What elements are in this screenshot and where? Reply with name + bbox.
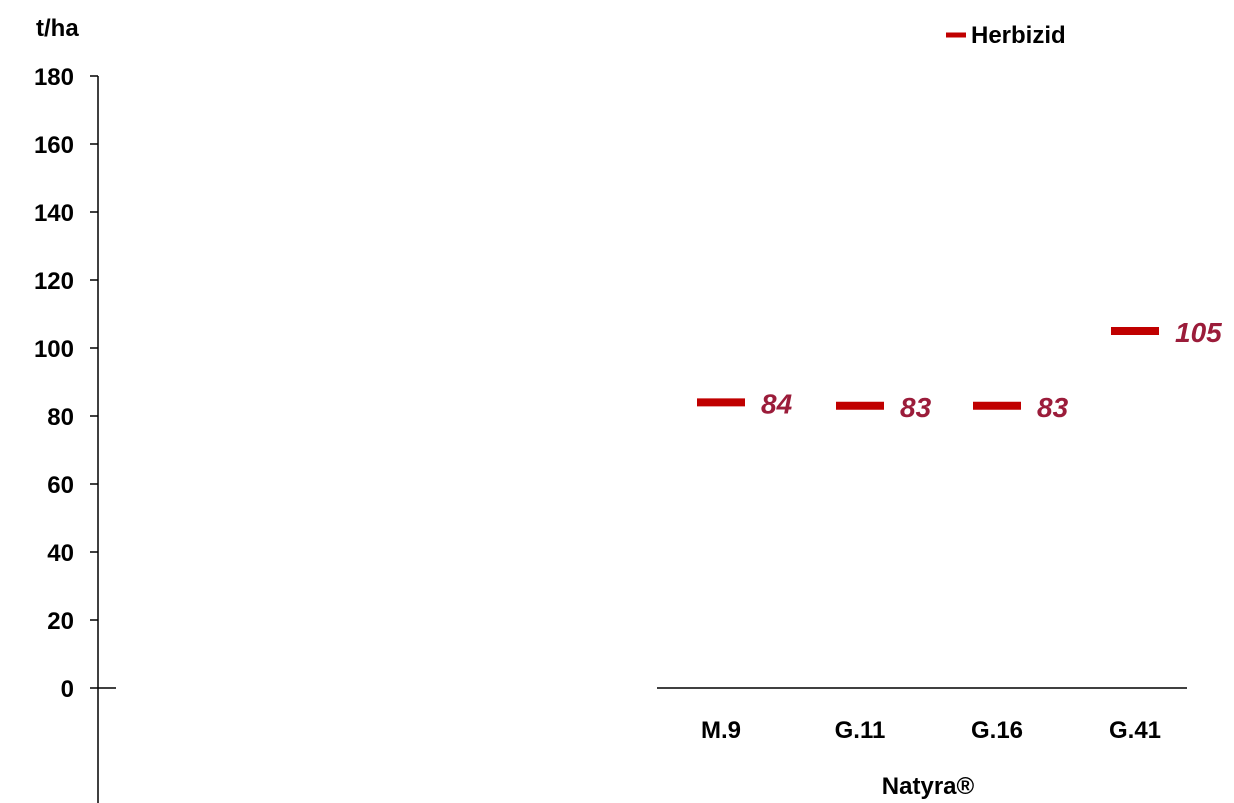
y-tick-label: 60 [47, 472, 74, 499]
category-label: G.11 [835, 717, 886, 744]
y-axis-unit-label: t/ha [36, 15, 79, 42]
x-axis-group-label: Natyra® [882, 773, 975, 800]
y-tick-label: 40 [47, 540, 74, 567]
category-label: G.41 [1109, 717, 1161, 744]
data-label: 83 [1037, 392, 1069, 423]
data-label: 83 [900, 392, 932, 423]
y-tick-label: 0 [61, 676, 74, 703]
category-label: M.9 [701, 717, 741, 744]
y-tick-label: 140 [34, 200, 74, 227]
y-tick-label: 100 [34, 336, 74, 363]
y-tick-label: 120 [34, 268, 74, 295]
data-label: 105 [1175, 317, 1222, 348]
legend-label-herbizid: Herbizid [971, 22, 1066, 49]
x-axis-category-labels: M.9 G.11 G.16 G.41 [701, 717, 1161, 744]
data-label: 84 [761, 388, 793, 419]
y-axis-ticks: 0 20 40 60 80 100 120 140 160 180 [34, 64, 116, 703]
legend: Herbizid [946, 22, 1066, 49]
y-tick-label: 180 [34, 64, 74, 91]
category-label: G.16 [971, 717, 1023, 744]
y-tick-label: 80 [47, 404, 74, 431]
data-marks [697, 327, 1159, 410]
y-tick-label: 160 [34, 132, 74, 159]
y-tick-label: 20 [47, 608, 74, 635]
data-labels: 84 83 83 105 [761, 317, 1222, 423]
